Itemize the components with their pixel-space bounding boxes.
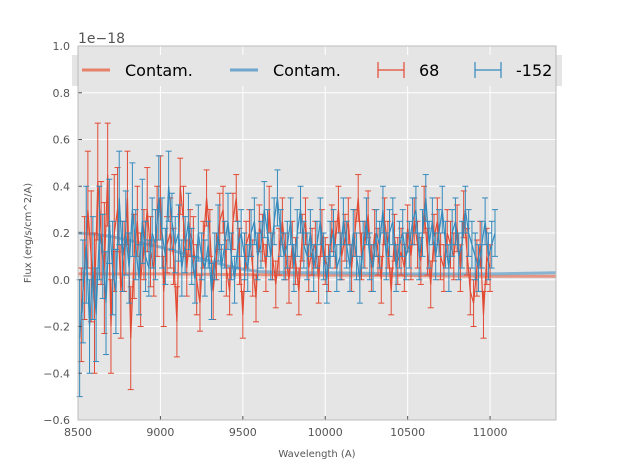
y-tick-label: 0.8: [53, 87, 71, 100]
errorbar-series-group: [76, 122, 499, 398]
x-axis-ticks: 8500 9000 9500 10000 10500 11000: [64, 416, 508, 439]
y-tick-label: 0.6: [53, 134, 71, 147]
y-tick-label: −0.6: [43, 414, 70, 427]
legend: Contam. Contam. 68 -152: [72, 55, 562, 86]
plot-frame: [77, 45, 557, 421]
x-tick-label: 10500: [390, 426, 425, 439]
legend-item: Contam.: [82, 61, 193, 80]
x-tick-label: 10000: [308, 426, 343, 439]
y-tick-label: 0.0: [53, 274, 71, 287]
legend-item: -152: [474, 61, 552, 80]
legend-label: 68: [419, 61, 439, 80]
y-tick-label: −0.2: [43, 321, 70, 334]
y-axis-ticks: −0.6 −0.4 −0.2 0.0 0.2 0.4 0.6 0.8 1.0: [43, 40, 82, 427]
y-tick-label: 1.0: [53, 40, 71, 53]
y-tick-label: 0.2: [53, 227, 71, 240]
y-tick-label: −0.4: [43, 367, 70, 380]
x-tick-label: 9500: [229, 426, 257, 439]
x-tick-label: 9000: [146, 426, 174, 439]
legend-label: Contam.: [125, 61, 193, 80]
legend-label: -152: [516, 61, 552, 80]
x-axis-label: Wavelength (A): [278, 449, 355, 460]
x-tick-label: 11000: [473, 426, 508, 439]
legend-item: Contam.: [230, 61, 341, 80]
legend-item: 68: [377, 61, 439, 80]
series-line: [79, 186, 496, 339]
series-line: [80, 174, 491, 339]
legend-label: Contam.: [273, 61, 341, 80]
y-offset-label: 1e−18: [78, 31, 125, 47]
x-tick-label: 8500: [64, 426, 92, 439]
y-axis-label: Flux (erg/s/cm^2/A): [23, 183, 34, 283]
y-tick-label: 0.4: [53, 180, 71, 193]
errorbar-series: [76, 150, 499, 398]
